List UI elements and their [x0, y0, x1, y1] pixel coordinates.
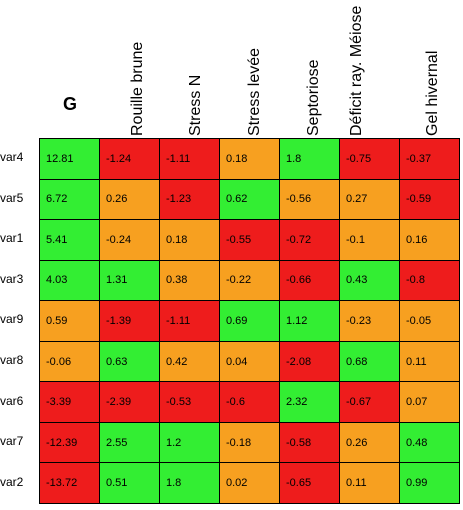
table-row: 4.03 1.31 0.38 -0.22 -0.66 0.43 -0.8 — [39, 259, 460, 302]
value-cell: -0.67 — [339, 381, 400, 423]
value-cell: 1.2 — [159, 421, 220, 464]
value-cell: -0.24 — [99, 219, 160, 261]
value-cell: -2.08 — [279, 340, 340, 383]
value-cell: -0.75 — [339, 138, 400, 180]
row-label: var4 — [0, 150, 24, 164]
value-cell: -1.23 — [159, 178, 220, 221]
row-label: var8 — [0, 353, 24, 367]
row-label: var1 — [0, 231, 24, 246]
value-cell: 0.38 — [159, 259, 220, 302]
column-header-stress-levee: Stress levée — [246, 47, 263, 136]
value-cell: 0.51 — [99, 462, 160, 504]
value-cell: -0.59 — [399, 178, 460, 221]
g-value-cell: 6.72 — [39, 178, 100, 221]
value-cell: -0.55 — [219, 219, 280, 261]
g-value-cell: 0.59 — [39, 300, 100, 342]
g-value-cell: 5.41 — [39, 219, 100, 261]
value-cell: 0.18 — [159, 219, 220, 261]
table-row: -0.06 0.63 0.42 0.04 -2.08 0.68 0.11 — [39, 340, 460, 383]
value-cell: 0.11 — [339, 462, 400, 504]
value-cell: -0.22 — [219, 259, 280, 302]
value-cell: 0.62 — [219, 178, 280, 221]
row-label: var2 — [0, 474, 24, 489]
value-cell: 0.04 — [219, 340, 280, 383]
value-cell: -0.53 — [159, 381, 220, 423]
value-cell: 2.55 — [99, 421, 160, 464]
column-header-gel-hivernal: Gel hivernal — [424, 50, 441, 136]
table-row: 6.72 0.26 -1.23 0.62 -0.56 0.27 -0.59 — [39, 178, 460, 221]
value-cell: 0.02 — [219, 462, 280, 504]
value-cell: 0.26 — [99, 178, 160, 221]
value-cell: -0.05 — [399, 300, 460, 342]
value-cell: -0.8 — [399, 259, 460, 302]
g-value-cell: 12.81 — [39, 138, 100, 180]
table-row: -13.72 0.51 1.8 0.02 -0.65 0.11 0.99 — [39, 462, 460, 504]
row-label: var6 — [0, 393, 24, 408]
value-cell: 0.27 — [339, 178, 400, 221]
value-cell: 0.18 — [219, 138, 280, 180]
row-label: var7 — [0, 434, 24, 449]
g-value-cell: -12.39 — [39, 421, 100, 464]
value-cell: 0.26 — [339, 421, 400, 464]
value-cell: 0.68 — [339, 340, 400, 383]
value-cell: -0.6 — [219, 381, 280, 423]
value-cell: -0.56 — [279, 178, 340, 221]
value-cell: 0.69 — [219, 300, 280, 342]
g-value-cell: -3.39 — [39, 381, 100, 423]
value-cell: -0.23 — [339, 300, 400, 342]
g-value-cell: 4.03 — [39, 259, 100, 302]
value-cell: -1.39 — [99, 300, 160, 342]
column-header-deficit-ray-meiose: Déficit ray. Méiose — [348, 5, 365, 136]
table-row: -3.39 -2.39 -0.53 -0.6 2.32 -0.67 0.07 — [39, 381, 460, 423]
g-value-cell: -0.06 — [39, 340, 100, 383]
table-row: 0.59 -1.39 -1.11 0.69 1.12 -0.23 -0.05 — [39, 300, 460, 342]
value-cell: -0.72 — [279, 219, 340, 261]
row-label: var5 — [0, 190, 24, 205]
value-cell: -1.11 — [159, 300, 220, 342]
value-cell: -0.65 — [279, 462, 340, 504]
value-cell: 1.8 — [159, 462, 220, 504]
column-header-stress-n: Stress N — [187, 74, 204, 136]
value-cell: 1.8 — [279, 138, 340, 180]
value-cell: 0.16 — [399, 219, 460, 261]
row-label: var3 — [0, 271, 24, 286]
value-cell: -0.66 — [279, 259, 340, 302]
value-cell: -0.37 — [399, 138, 460, 180]
value-cell: -0.1 — [339, 219, 400, 261]
value-cell: 0.07 — [399, 381, 460, 423]
value-cell: 0.99 — [399, 462, 460, 504]
value-cell: 2.32 — [279, 381, 340, 423]
value-cell: 0.43 — [339, 259, 400, 302]
table-row: -12.39 2.55 1.2 -0.18 -0.58 0.26 0.48 — [39, 421, 460, 464]
value-cell: -0.18 — [219, 421, 280, 464]
value-cell: 1.12 — [279, 300, 340, 342]
heatmap-grid: 12.81 -1.24 -1.11 0.18 1.8 -0.75 -0.37 6.72 0.26… — [39, 138, 460, 504]
table-row: 5.41 -0.24 0.18 -0.55 -0.72 -0.1 0.16 — [39, 219, 460, 261]
g-value-cell: -13.72 — [39, 462, 100, 504]
value-cell: 1.31 — [99, 259, 160, 302]
table-row: 12.81 -1.24 -1.11 0.18 1.8 -0.75 -0.37 — [39, 138, 460, 180]
value-cell: 0.11 — [399, 340, 460, 383]
value-cell: 0.63 — [99, 340, 160, 383]
row-label: var9 — [0, 312, 24, 327]
column-header-g: G — [62, 94, 77, 114]
value-cell: -1.11 — [159, 138, 220, 180]
value-cell: -2.39 — [99, 381, 160, 423]
value-cell: 0.48 — [399, 421, 460, 464]
column-header-septoriose: Septoriose — [305, 59, 322, 137]
value-cell: -0.58 — [279, 421, 340, 464]
column-header-rouille-brune: Rouille brune — [129, 41, 146, 136]
value-cell: -1.24 — [99, 138, 160, 180]
value-cell: 0.42 — [159, 340, 220, 383]
